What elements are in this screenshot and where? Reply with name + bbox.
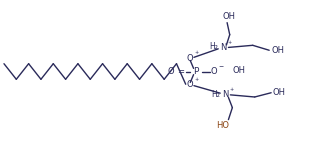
Text: N: N — [220, 43, 226, 52]
Text: OH: OH — [232, 66, 246, 75]
Text: +: + — [195, 77, 199, 82]
Text: O: O — [186, 81, 193, 90]
Text: +: + — [195, 50, 199, 55]
Text: P: P — [193, 67, 199, 76]
Text: −: − — [218, 64, 224, 69]
Text: OH: OH — [222, 12, 235, 21]
Text: O: O — [211, 67, 217, 76]
Text: N: N — [222, 90, 228, 99]
Text: +: + — [229, 87, 233, 92]
Text: O: O — [167, 67, 174, 76]
Text: +: + — [227, 40, 231, 45]
Text: OH: OH — [273, 88, 285, 97]
Text: H₂: H₂ — [211, 90, 220, 99]
Text: O: O — [186, 53, 193, 62]
Text: =: = — [178, 67, 184, 76]
Text: H₂: H₂ — [209, 42, 218, 51]
Text: HO: HO — [216, 121, 229, 130]
Text: OH: OH — [271, 46, 284, 55]
